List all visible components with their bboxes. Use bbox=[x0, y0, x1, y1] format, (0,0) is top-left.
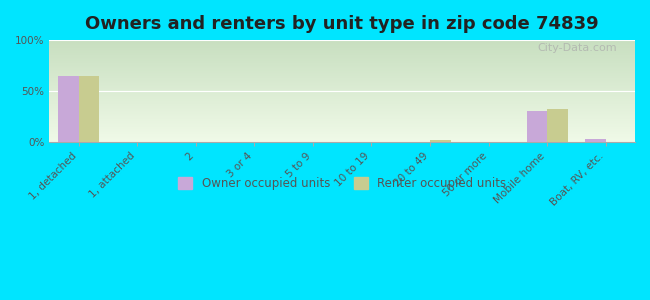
Bar bbox=[79, 76, 99, 142]
Title: Owners and renters by unit type in zip code 74839: Owners and renters by unit type in zip c… bbox=[85, 15, 599, 33]
Bar bbox=[585, 139, 606, 142]
Bar bbox=[430, 140, 450, 142]
Bar bbox=[526, 111, 547, 142]
Text: City-Data.com: City-Data.com bbox=[538, 43, 618, 53]
Bar bbox=[58, 76, 79, 142]
Bar bbox=[547, 109, 567, 142]
Legend: Owner occupied units, Renter occupied units: Owner occupied units, Renter occupied un… bbox=[174, 172, 511, 195]
